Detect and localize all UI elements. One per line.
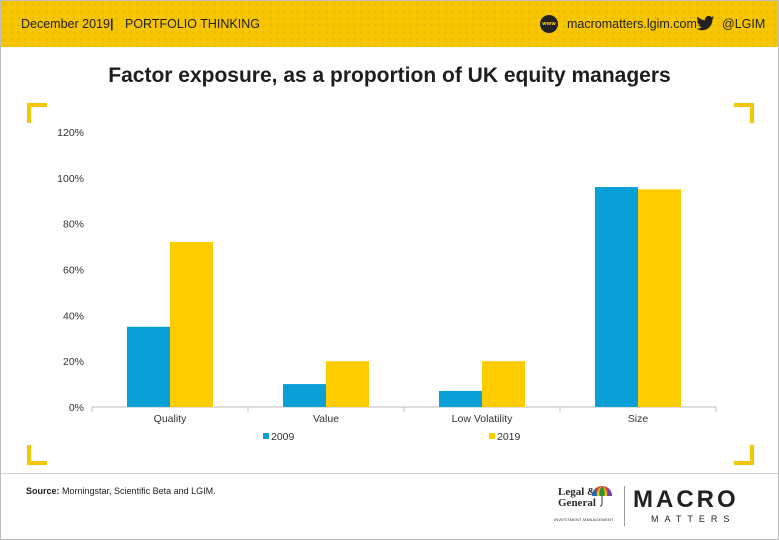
y-tick-label: 80% — [63, 219, 84, 231]
macro-matters-logo-matters: MATTERS — [651, 514, 736, 524]
corner-bracket-bottom-left — [27, 445, 47, 465]
footer-divider — [1, 473, 778, 474]
source-note: Source: Morningstar, Scientific Beta and… — [26, 486, 216, 496]
macro-matters-logo-macro: MACRO — [633, 486, 739, 513]
logo-divider — [624, 486, 625, 526]
legend-swatch-2009 — [263, 433, 269, 439]
y-tick-label: 60% — [63, 265, 84, 277]
website-icon: www — [540, 15, 558, 33]
category-label: Value — [313, 413, 339, 425]
y-tick-label: 40% — [63, 310, 84, 322]
header-section: PORTFOLIO THINKING — [125, 17, 260, 31]
y-tick-label: 100% — [57, 173, 84, 185]
x-axis-tick-marks — [91, 407, 717, 412]
bar-2019-value — [326, 361, 369, 407]
corner-bracket-top-left — [27, 103, 47, 123]
header-separator: | — [110, 17, 114, 31]
twitter-icon[interactable] — [696, 15, 715, 32]
lg-logo-subtitle: INVESTMENT MANAGEMENT — [554, 517, 614, 522]
category-label: Low Volatility — [452, 413, 513, 425]
category-label: Size — [628, 413, 649, 425]
bar-chart: 0% 20% 40% 60% 80% 100% 120% Quality Value Low V… — [57, 127, 717, 443]
twitter-handle[interactable]: @LGIM — [722, 17, 766, 31]
category-labels: Quality Value Low Volatility Size — [154, 413, 649, 425]
legend-label-2009: 2009 — [271, 431, 295, 443]
bar-2009-size — [595, 187, 638, 407]
legend-label-2019: 2019 — [497, 431, 521, 443]
header-bar: December 2019 | PORTFOLIO THINKING www m… — [1, 1, 778, 47]
umbrella-icon — [592, 486, 612, 507]
corner-bracket-top-right — [734, 103, 754, 123]
lg-logo-line2: General — [558, 497, 596, 509]
legend-swatch-2019 — [489, 433, 495, 439]
corner-bracket-bottom-right — [734, 445, 754, 465]
y-tick-label: 120% — [57, 127, 84, 139]
website-link[interactable]: macromatters.lgim.com — [567, 17, 697, 31]
header-date: December 2019 — [21, 17, 110, 31]
bar-2009-quality — [127, 326, 170, 407]
y-axis-ticks: 0% 20% 40% 60% 80% 100% 120% — [57, 127, 84, 414]
bar-2019-size — [638, 189, 681, 407]
y-tick-label: 20% — [63, 356, 84, 368]
bar-2009-low-volatility — [439, 390, 482, 407]
source-text: Morningstar, Scientific Beta and LGIM. — [62, 486, 216, 496]
legal-general-logo: Legal & General INVESTMENT MANAGEMENT — [552, 484, 618, 528]
bars — [127, 187, 681, 407]
source-label: Source: — [26, 486, 60, 496]
lg-logo-line1: Legal & — [558, 486, 597, 498]
chart-title: Factor exposure, as a proportion of UK e… — [108, 64, 671, 87]
bar-2019-low-volatility — [482, 361, 525, 407]
legend: 2009 2019 — [263, 431, 521, 443]
category-label: Quality — [154, 413, 187, 425]
bar-2009-value — [283, 384, 326, 407]
y-tick-label: 0% — [69, 402, 84, 414]
bar-2019-quality — [170, 242, 213, 407]
